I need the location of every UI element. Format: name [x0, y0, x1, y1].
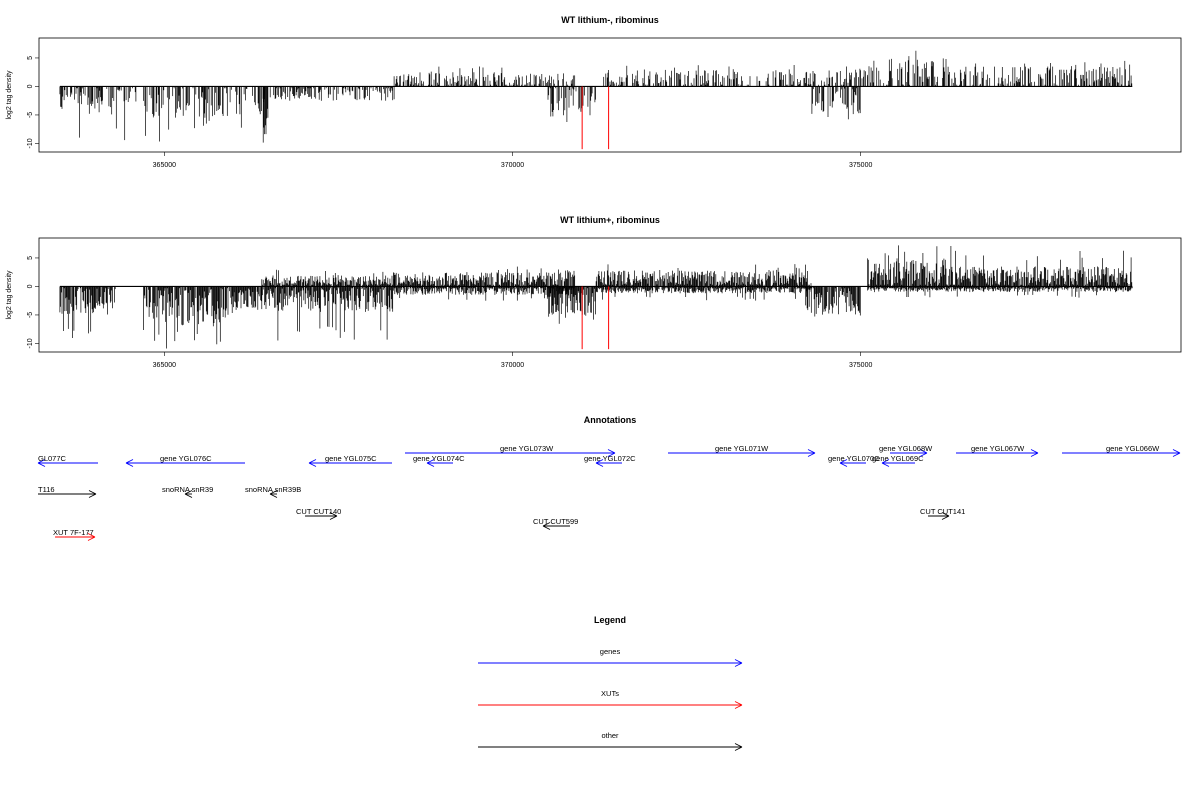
feature-label: gene YGL076C — [160, 454, 212, 463]
y-axis-ticks: -10 -5 0 5 — [27, 56, 39, 149]
y-axis-label: log2 tag density — [6, 270, 13, 320]
feature-label: gene YGL071W — [715, 444, 769, 453]
legend-arrow — [478, 659, 743, 667]
x-tick-label: 375000 — [849, 162, 872, 169]
highlight-bars — [581, 86, 610, 150]
legend-label: XUTs — [601, 689, 619, 698]
y-tick-label: 5 — [27, 256, 34, 260]
feature-arrow — [184, 490, 193, 498]
feature-arrow — [125, 459, 245, 467]
y-tick-label: 5 — [27, 56, 34, 60]
y-tick-label: -5 — [27, 312, 34, 318]
feature-arrow — [595, 459, 622, 467]
y-tick-label: 0 — [27, 84, 34, 88]
feature-arrow — [305, 512, 338, 520]
feature-label: XUT 7F-177 — [53, 528, 94, 537]
feature-arrow — [38, 490, 97, 498]
legend-panel: Legend genes XUTs other — [478, 615, 743, 751]
feature-label: snoRNA snR39 — [162, 485, 213, 494]
annotations-title: Annotations — [584, 415, 637, 425]
feature-label: CUT CUT140 — [296, 507, 341, 516]
feature-arrow — [269, 490, 278, 498]
y-axis-ticks: -10 -5 0 5 — [27, 256, 39, 349]
feature-label: gene YGL066W — [1106, 444, 1160, 453]
x-tick-label: 365000 — [153, 362, 176, 369]
feature-arrow — [308, 459, 392, 467]
annotations-panel: Annotations GL077C gene YGL076C gene YGL07… — [37, 415, 1181, 541]
x-tick-label: 365000 — [153, 162, 176, 169]
feature-label: gene YGL073W — [500, 444, 554, 453]
feature-arrow — [881, 459, 915, 467]
feature-arrow — [55, 533, 96, 541]
x-axis-ticks: 365000 370000 375000 — [153, 152, 872, 169]
plot-frame — [38, 237, 1182, 353]
feature-label: CUT CUT141 — [920, 507, 965, 516]
y-axis-label: log2 tag density — [6, 70, 13, 120]
highlight-bars — [581, 286, 610, 350]
feature-label: gene YGL067W — [971, 444, 1025, 453]
feature-arrow — [542, 522, 570, 530]
feature-label: GL077C — [38, 454, 67, 463]
feature-arrow — [37, 459, 98, 467]
x-tick-label: 370000 — [501, 162, 524, 169]
density-bars — [59, 245, 1133, 349]
feature-arrow — [956, 449, 1039, 457]
feature-label: gene YGL074C — [413, 454, 465, 463]
track-panel-lithium-plus: WT lithium+, ribominus log2 tag density … — [6, 215, 1182, 369]
feature-label: gene YGL068W — [879, 444, 933, 453]
y-tick-label: -10 — [27, 138, 34, 148]
feature-arrow — [668, 449, 816, 457]
legend-label: other — [601, 731, 619, 740]
feature-label: gene YGL075C — [325, 454, 377, 463]
feature-label: gene YGL072C — [584, 454, 636, 463]
density-bars — [59, 50, 1133, 143]
annotation-features: GL077C gene YGL076C gene YGL075C gene YGL07… — [37, 444, 1181, 541]
x-tick-label: 370000 — [501, 362, 524, 369]
feature-label: gene YGL069C — [872, 454, 924, 463]
feature-label: CUT CUT599 — [533, 517, 578, 526]
legend-title: Legend — [594, 615, 626, 625]
panel-title: WT lithium-, ribominus — [561, 15, 659, 25]
legend-items: genes XUTs other — [478, 647, 743, 751]
legend-arrow — [478, 743, 743, 751]
feature-label: T116 — [38, 485, 55, 494]
legend-label: genes — [600, 647, 621, 656]
y-tick-label: -10 — [27, 338, 34, 348]
feature-arrow — [1062, 449, 1181, 457]
feature-arrow — [890, 449, 928, 457]
feature-arrow — [405, 449, 616, 457]
track-panel-lithium-minus: WT lithium-, ribominus log2 tag density … — [6, 15, 1182, 169]
panel-title: WT lithium+, ribominus — [560, 215, 660, 225]
plot-frame — [38, 37, 1182, 153]
feature-label: gene YGL070C — [828, 454, 880, 463]
x-tick-label: 375000 — [849, 362, 872, 369]
feature-arrow — [839, 459, 866, 467]
feature-label: snoRNA snR39B — [245, 485, 301, 494]
x-axis-ticks: 365000 370000 375000 — [153, 352, 872, 369]
feature-arrow — [928, 512, 950, 520]
y-tick-label: -5 — [27, 112, 34, 118]
legend-arrow — [478, 701, 743, 709]
feature-arrow — [426, 459, 453, 467]
y-tick-label: 0 — [27, 284, 34, 288]
